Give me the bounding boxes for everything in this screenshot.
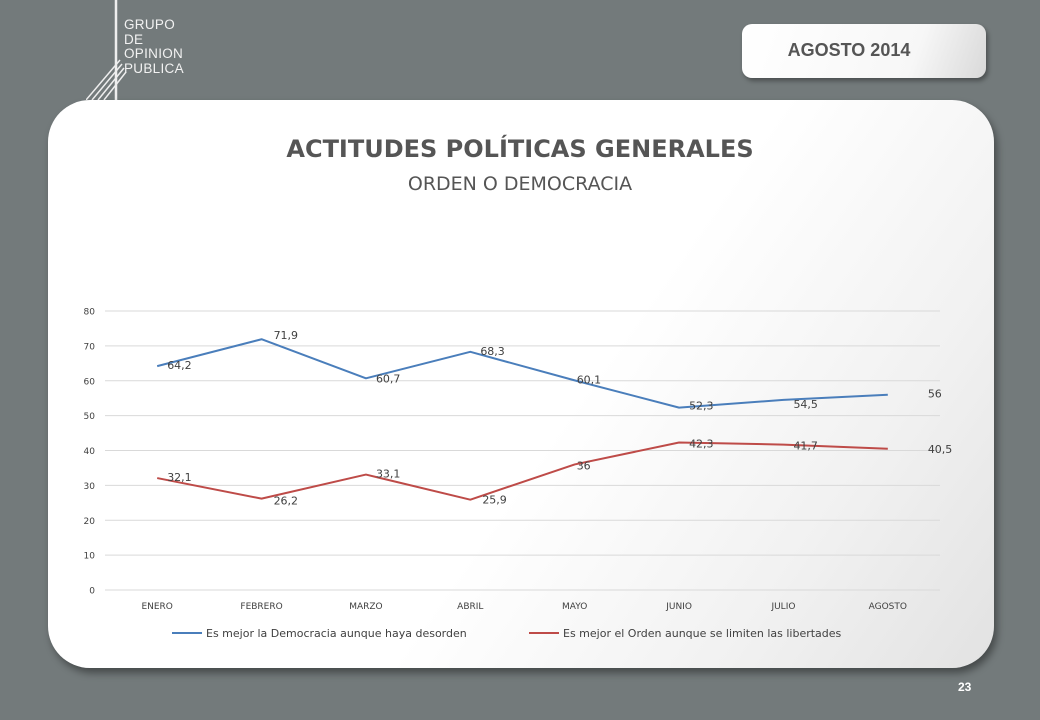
x-tick-label: AGOSTO <box>869 602 907 612</box>
series-line <box>156 338 888 409</box>
x-tick-label: JUNIO <box>665 602 692 612</box>
data-label: 68,3 <box>480 345 505 358</box>
data-label: 40,5 <box>928 443 953 456</box>
y-tick-label: 60 <box>84 377 96 387</box>
chart-card <box>48 100 994 668</box>
y-tick-label: 30 <box>84 482 96 492</box>
legend-label: Es mejor la Democracia aunque haya desor… <box>206 627 467 640</box>
date-label: AGOSTO 2014 <box>787 40 911 60</box>
chart-subtitle: ORDEN O DEMOCRACIA <box>407 173 633 195</box>
date-tab: AGOSTO 2014 <box>742 24 986 78</box>
y-tick-label: 10 <box>84 552 96 562</box>
logo-line: DE <box>124 31 144 47</box>
x-tick-label: ABRIL <box>457 602 483 612</box>
data-label: 32,1 <box>167 471 192 484</box>
data-label: 25,9 <box>482 494 507 507</box>
data-label: 33,1 <box>376 468 401 481</box>
y-tick-label: 80 <box>84 308 96 318</box>
data-label: 42,3 <box>689 437 714 450</box>
data-label: 64,2 <box>167 359 192 372</box>
data-label: 60,1 <box>577 373 602 386</box>
x-tick-label: MARZO <box>349 602 382 612</box>
data-label: 71,9 <box>274 329 299 342</box>
logo-mark <box>86 0 127 100</box>
data-label: 52,3 <box>689 400 714 413</box>
logo-text: GRUPO DE OPINION PUBLICA <box>124 17 184 76</box>
y-tick-label: 40 <box>84 447 96 457</box>
data-label: 36 <box>577 459 591 472</box>
y-tick-label: 0 <box>89 587 95 597</box>
series-line <box>156 441 888 501</box>
y-tick-label: 20 <box>84 517 96 527</box>
legend-label: Es mejor el Orden aunque se limiten las … <box>563 627 842 640</box>
data-label: 41,7 <box>793 440 818 453</box>
page-number: 23 <box>958 680 972 694</box>
data-label: 26,2 <box>274 495 299 508</box>
x-tick-label: FEBRERO <box>240 602 282 612</box>
x-tick-label: MAYO <box>562 602 587 612</box>
logo-line: GRUPO <box>124 17 176 32</box>
chart-title: ACTITUDES POLÍTICAS GENERALES <box>286 135 754 163</box>
logo-line: OPINION <box>124 46 184 61</box>
x-tick-label: JULIO <box>770 602 795 612</box>
y-tick-label: 70 <box>84 342 96 352</box>
logo-line: PUBLICA <box>124 60 184 76</box>
data-label: 60,7 <box>376 372 401 385</box>
x-tick-label: ENERO <box>141 602 172 612</box>
y-tick-label: 50 <box>84 412 96 422</box>
data-label: 54,5 <box>793 398 818 411</box>
data-label: 56 <box>928 388 942 401</box>
